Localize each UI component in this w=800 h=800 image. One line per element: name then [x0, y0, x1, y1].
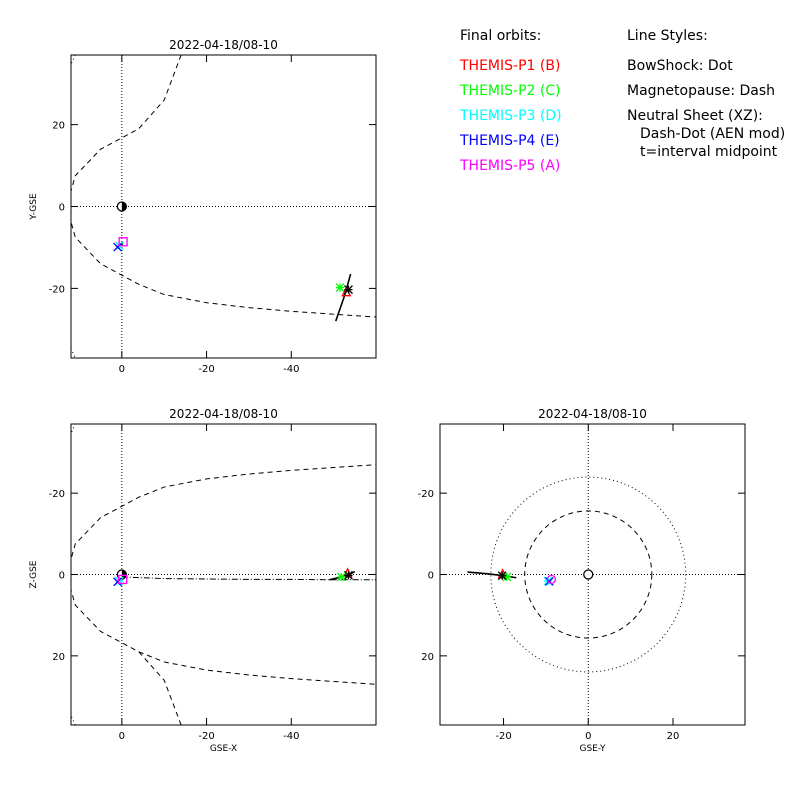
x-tick-label: 0	[585, 731, 591, 742]
plot-area	[440, 424, 745, 725]
legend: Final orbits: THEMIS-P1 (B) THEMIS-P2 (C…	[459, 28, 785, 174]
square-marker	[118, 574, 128, 585]
legend-probe-p2: THEMIS-P2 (C)	[459, 83, 561, 99]
position-marker-p1	[344, 570, 353, 580]
position-marker-p1	[497, 571, 507, 581]
bowshock-circle	[490, 476, 687, 673]
magnetopause-circle	[524, 510, 653, 639]
position-marker-p1	[344, 285, 353, 295]
y-axis-label: Z-GSE	[29, 560, 39, 588]
y-tick-label: 20	[52, 121, 65, 132]
neutral-sheet-curve	[121, 576, 376, 581]
asterisk-marker	[497, 571, 507, 581]
magnetopause-curve	[71, 464, 376, 725]
y-axis-label: Y-GSE	[29, 193, 39, 221]
position-marker-p2	[335, 283, 345, 293]
earth-dayside-shade	[121, 202, 127, 211]
plot-area	[71, 55, 376, 358]
legend-probe-p4: THEMIS-P4 (E)	[459, 133, 560, 149]
y-tick-label: 20	[421, 652, 434, 663]
x-tick-label: -20	[198, 731, 214, 742]
plot-xz-panel: 0 -20 -40 20 0 -20 2022-04-18/08-10 GSE-X Z-GSE	[29, 407, 377, 754]
legend-probe-p3: THEMIS-P3 (D)	[459, 108, 562, 124]
plot-title: 2022-04-18/08-10	[538, 407, 647, 421]
x-tick-label: -40	[283, 364, 299, 375]
legend-style-time-note: t=interval midpoint	[640, 144, 778, 160]
position-marker-p5	[546, 574, 557, 585]
legend-styles-title: Line Styles:	[627, 28, 708, 44]
x-marker	[544, 576, 554, 586]
legend-style-magnetopause: Magnetopause: Dash	[627, 83, 775, 99]
x-axis-label: GSE-Y	[579, 744, 606, 754]
magnetopause-curve	[71, 55, 376, 318]
position-marker-p5	[118, 237, 128, 247]
plot-title: 2022-04-18/08-10	[169, 38, 278, 52]
x-tick-label: -40	[283, 731, 299, 742]
legend-style-dash-dot: Dash-Dot (AEN mod)	[640, 126, 785, 142]
y-tick-label: -20	[418, 489, 434, 500]
x-axis-label: GSE-X	[210, 744, 237, 754]
y-tick-label: 0	[59, 571, 65, 582]
plot-title: 2022-04-18/08-10	[169, 407, 278, 421]
y-tick-label: -20	[49, 489, 65, 500]
legend-style-neutral-sheet: Neutral Sheet (XZ):	[627, 108, 763, 124]
magnetopause-upper-curve	[138, 651, 376, 685]
earth-symbol	[583, 569, 594, 580]
y-tick-label: 0	[428, 571, 434, 582]
x-tick-label: 20	[667, 731, 680, 742]
asterisk-marker	[344, 285, 353, 295]
position-marker-p4	[113, 242, 123, 252]
x-tick-label: 0	[119, 731, 125, 742]
position-marker-p2	[502, 572, 512, 582]
x-marker	[113, 242, 123, 252]
trajectory-p1	[335, 273, 352, 322]
asterisk-marker	[502, 572, 512, 582]
position-marker-p4	[544, 576, 554, 586]
plot-xy-panel: 0 -20 -40 -20 0 20 2022-04-18/08-10 Y-GSE	[29, 38, 377, 375]
x-tick-label: -20	[495, 731, 511, 742]
y-tick-label: -20	[49, 284, 65, 295]
x-tick-label: 0	[119, 364, 125, 375]
circle-marker	[546, 574, 557, 585]
legend-probe-p5: THEMIS-P5 (A)	[459, 158, 560, 174]
square-marker	[118, 237, 128, 247]
asterisk-marker	[335, 283, 345, 293]
position-marker-p2	[336, 572, 346, 582]
legend-orbits-title: Final orbits:	[460, 28, 541, 44]
y-tick-label: 0	[59, 203, 65, 214]
x-marker	[113, 577, 123, 587]
position-marker-p5	[118, 574, 128, 585]
y-tick-label: 20	[52, 652, 65, 663]
plot-area	[71, 424, 376, 725]
legend-probe-p1: THEMIS-P1 (B)	[459, 58, 560, 74]
position-marker-p4	[113, 577, 123, 587]
asterisk-marker	[336, 572, 346, 582]
legend-style-bowshock: BowShock: Dot	[627, 58, 733, 74]
plot-yz-panel: -20 0 20 20 0 -20 2022-04-18/08-10 GSE-Y	[418, 407, 746, 754]
x-tick-label: -20	[198, 364, 214, 375]
asterisk-marker	[344, 570, 353, 580]
